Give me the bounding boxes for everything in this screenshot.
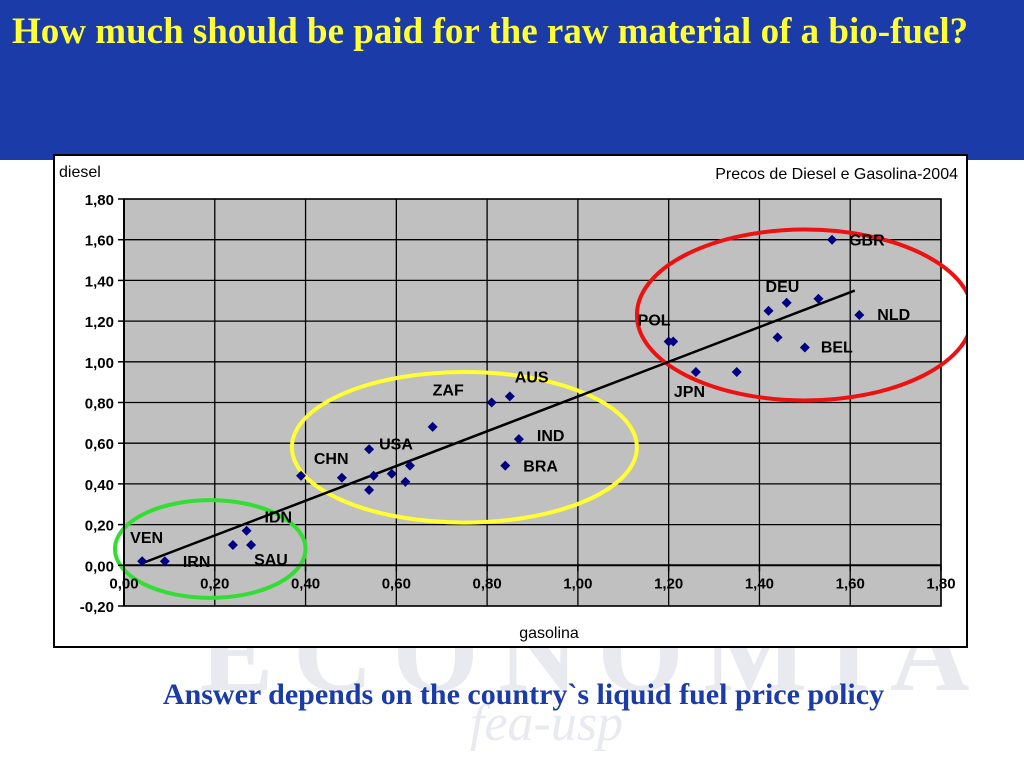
data-point-label: IDN xyxy=(265,510,293,527)
y-tick-label: 1,20 xyxy=(85,314,114,331)
data-point-label: BEL xyxy=(821,340,853,357)
y-tick-label: 1,40 xyxy=(85,273,114,290)
data-point-label: IND xyxy=(537,428,565,445)
data-point xyxy=(368,470,379,481)
data-point xyxy=(427,421,438,432)
data-point xyxy=(404,460,415,471)
data-points: VEN IRN IDN SAU CHN USA ZAF AUS IND BRA POL JPN DEU B… xyxy=(130,233,910,572)
y-tick-label: 1,80 xyxy=(85,192,114,209)
x-tick-label: 1,80 xyxy=(926,575,955,592)
data-point-label: BRA xyxy=(523,459,558,476)
data-point xyxy=(137,556,148,567)
data-point xyxy=(763,305,774,316)
slide-title: How much should be paid for the raw mate… xyxy=(12,11,969,52)
data-point xyxy=(386,468,397,479)
data-point-label: USA xyxy=(379,436,413,453)
group-circle-low xyxy=(112,498,308,600)
data-point xyxy=(241,525,252,536)
group-circle-mid xyxy=(289,369,639,525)
data-point-label: VEN xyxy=(130,530,163,547)
data-point-label: SAU xyxy=(254,552,288,569)
y-tick-label: -0,20 xyxy=(80,599,114,616)
data-point xyxy=(400,476,411,487)
data-point xyxy=(486,397,497,408)
group-circles xyxy=(112,227,966,600)
data-point xyxy=(772,332,783,343)
data-point xyxy=(668,336,679,347)
x-tick-label: 0,00 xyxy=(109,575,138,592)
data-point xyxy=(781,297,792,308)
title-banner: How much should be paid for the raw mate… xyxy=(0,0,1024,160)
x-tick-label: 1,20 xyxy=(654,575,683,592)
y-tick-label: 0,60 xyxy=(85,436,114,453)
x-tick-label: 0,80 xyxy=(473,575,502,592)
trendline xyxy=(141,289,856,565)
data-point xyxy=(827,234,838,245)
data-point xyxy=(227,539,238,550)
data-point-label: AUS xyxy=(515,369,549,386)
data-point xyxy=(513,434,524,445)
data-point xyxy=(159,556,170,567)
data-point xyxy=(246,539,257,550)
data-point-label: NLD xyxy=(877,307,910,324)
chart-title: Precos de Diesel e Gasolina-2004 xyxy=(715,166,958,183)
data-point-label: POL xyxy=(638,312,671,329)
data-point xyxy=(504,391,515,402)
data-point-label: JPN xyxy=(674,384,705,401)
data-point xyxy=(364,485,375,496)
data-point-label: ZAF xyxy=(433,383,464,400)
scatter-chart: -0,20 0,00 0,20 0,40 0,60 0,80 1,00 1,20 1,40 1,6… xyxy=(59,164,966,642)
y-tick-label: 1,00 xyxy=(85,355,114,372)
data-point xyxy=(731,366,742,377)
x-tick-label: 1,60 xyxy=(836,575,865,592)
data-point xyxy=(364,444,375,455)
answer-text: Answer depends on the country`s liquid f… xyxy=(162,678,885,711)
data-point-label: IRN xyxy=(183,554,211,571)
data-point xyxy=(813,293,824,304)
y-tick-label: 0,00 xyxy=(85,558,114,575)
data-point xyxy=(799,342,810,353)
x-tick-label: 0,60 xyxy=(382,575,411,592)
y-tick-label: 0,80 xyxy=(85,396,114,413)
axes: -0,20 0,00 0,20 0,40 0,60 0,80 1,00 1,20 1,40 1,6… xyxy=(80,192,956,616)
x-tick-label: 1,40 xyxy=(745,575,774,592)
data-point xyxy=(690,366,701,377)
data-point xyxy=(296,470,307,481)
group-circle-high xyxy=(634,227,966,403)
y-tick-label: 1,60 xyxy=(85,233,114,250)
data-point-label: DEU xyxy=(766,279,800,296)
data-point-label: CHN xyxy=(314,451,349,468)
data-point-label: GBR xyxy=(849,233,885,250)
y-tick-label: 0,40 xyxy=(85,477,114,494)
y-tick-label: 0,20 xyxy=(85,518,114,535)
data-point xyxy=(500,460,511,471)
x-tick-label: 0,40 xyxy=(291,575,320,592)
data-point xyxy=(854,309,865,320)
chart-frame: -0,20 0,00 0,20 0,40 0,60 0,80 1,00 1,20 1,40 1,6… xyxy=(53,154,968,648)
data-point xyxy=(336,472,347,483)
x-tick-label: 1,00 xyxy=(563,575,592,592)
x-tick-label: 0,20 xyxy=(200,575,229,592)
y-axis-label: diesel xyxy=(59,164,101,181)
x-axis-label: gasolina xyxy=(519,625,579,642)
